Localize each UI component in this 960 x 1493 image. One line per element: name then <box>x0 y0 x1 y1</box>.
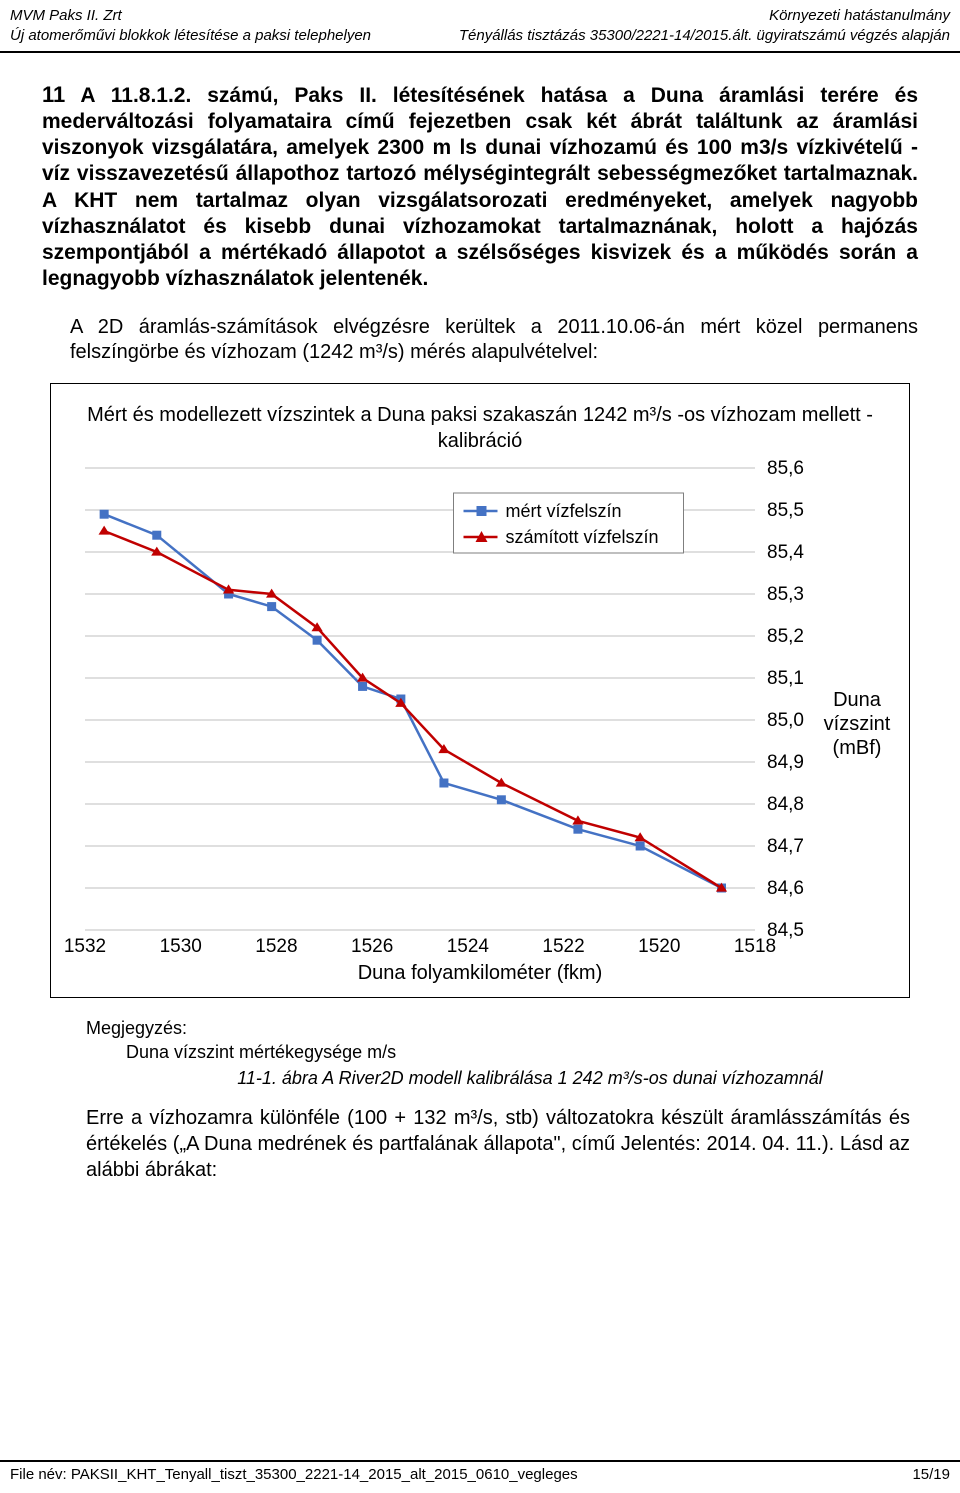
chart-container: Mért és modellezett vízszintek a Duna pa… <box>50 383 910 998</box>
svg-text:85,4: 85,4 <box>767 542 804 563</box>
header-left-1: MVM Paks II. Zrt <box>10 6 371 26</box>
svg-text:84,6: 84,6 <box>767 878 804 899</box>
note-label: Megjegyzés: <box>86 1016 918 1040</box>
after-paragraph: Erre a vízhozamra különféle (100 + 132 m… <box>86 1105 910 1183</box>
svg-text:85,1: 85,1 <box>767 668 804 689</box>
svg-text:mért vízfelszín: mért vízfelszín <box>506 501 622 521</box>
svg-text:1520: 1520 <box>638 936 680 957</box>
intro-paragraph: A 2D áramlás-számítások elvégzésre kerül… <box>70 315 918 365</box>
section-lead: A 11.8.1.2. számú, Paks II. <box>80 84 392 107</box>
section-number: 11 <box>42 82 65 107</box>
page-footer: File név: PAKSII_KHT_Tenyall_tiszt_35300… <box>0 1460 960 1483</box>
chart-note: Megjegyzés: Duna vízszint mértékegysége … <box>86 1016 918 1065</box>
svg-text:85,5: 85,5 <box>767 500 804 521</box>
note-text: Duna vízszint mértékegysége m/s <box>126 1040 918 1064</box>
section-heading-paragraph: 11 A 11.8.1.2. számú, Paks II. létesítés… <box>42 81 918 293</box>
page-content: 11 A 11.8.1.2. számú, Paks II. létesítés… <box>0 53 960 1184</box>
svg-text:84,8: 84,8 <box>767 794 804 815</box>
footer-right: 15/19 <box>912 1466 950 1483</box>
line-chart: 85,6 85,5 85,4 85,3 85,2 85,1 85,0 84,9 84,8 84,7… <box>65 460 895 960</box>
chart-title: Mért és modellezett vízszintek a Duna pa… <box>65 402 895 454</box>
svg-text:1532: 1532 <box>65 936 106 957</box>
svg-text:1518: 1518 <box>734 936 776 957</box>
svg-text:84,9: 84,9 <box>767 752 804 773</box>
footer-left: File név: PAKSII_KHT_Tenyall_tiszt_35300… <box>10 1466 578 1483</box>
svg-text:85,3: 85,3 <box>767 584 804 605</box>
svg-text:számított vízfelszín: számított vízfelszín <box>506 527 659 547</box>
section-rest: létesítésének hatása a Duna áramlási ter… <box>42 84 918 291</box>
header-left-2: Új atomerőművi blokkok létesítése a paks… <box>10 26 371 46</box>
svg-text:1528: 1528 <box>255 936 297 957</box>
x-axis-label: Duna folyamkilométer (fkm) <box>65 962 895 985</box>
svg-text:85,0: 85,0 <box>767 710 804 731</box>
svg-text:85,6: 85,6 <box>767 460 804 479</box>
svg-text:1530: 1530 <box>160 936 202 957</box>
svg-text:1522: 1522 <box>542 936 584 957</box>
header-right-2: Tényállás tisztázás 35300/2221-14/2015.á… <box>459 26 950 46</box>
svg-text:1526: 1526 <box>351 936 393 957</box>
svg-text:1524: 1524 <box>447 936 490 957</box>
svg-text:85,2: 85,2 <box>767 626 804 647</box>
header-right-1: Környezeti hatástanulmány <box>459 6 950 26</box>
svg-text:84,7: 84,7 <box>767 836 804 857</box>
figure-caption: 11-1. ábra A River2D modell kalibrálása … <box>142 1068 918 1089</box>
y-axis-label: Duna vízszint (mBf) <box>817 688 897 760</box>
page-header: MVM Paks II. Zrt Új atomerőművi blokkok … <box>0 0 960 53</box>
